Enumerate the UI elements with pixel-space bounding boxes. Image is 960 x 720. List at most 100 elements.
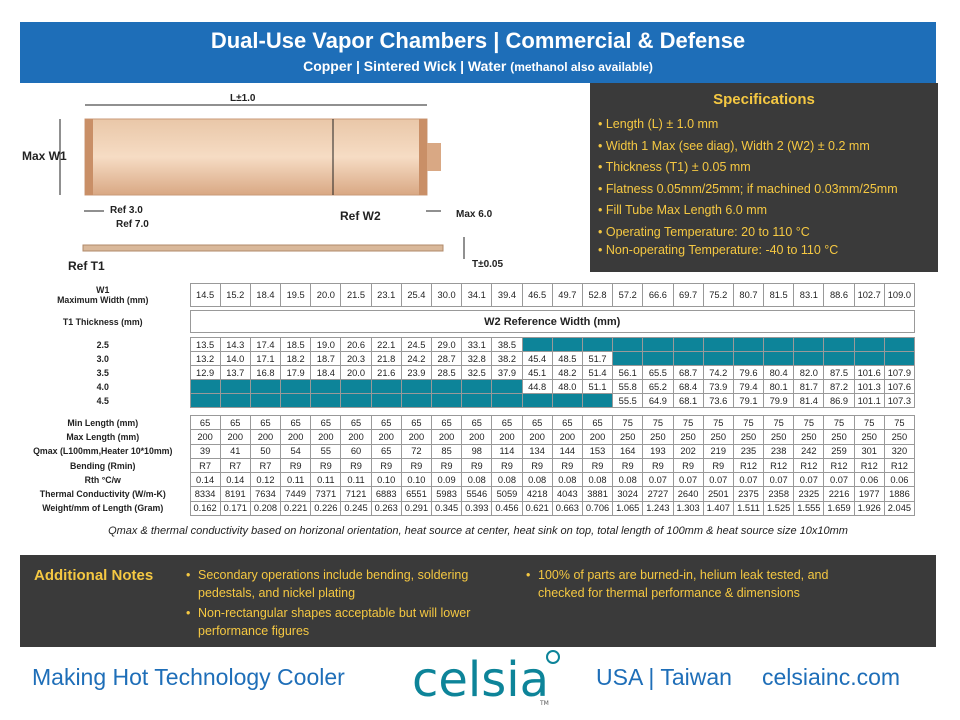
table-row: T1 Thickness (mm) W2 Reference Width (mm) xyxy=(20,310,915,333)
subtitle-main: Copper | Sintered Wick | Water xyxy=(303,58,507,74)
website[interactable]: celsiainc.com xyxy=(762,664,901,690)
table-cell: 28.7 xyxy=(430,351,463,366)
table-cell: 259 xyxy=(823,443,855,459)
row-label: 3.5 xyxy=(96,367,109,378)
table-cell: 193 xyxy=(642,443,674,459)
table-cell: 14.3 xyxy=(219,337,251,352)
table-cell: 14.0 xyxy=(219,351,251,366)
table-cell: 1.407 xyxy=(702,500,734,517)
table-cell: R9 xyxy=(612,457,644,474)
table-cell: 55.5 xyxy=(612,393,644,408)
specifications-panel: Specifications Length (L) ± 1.0 mm Width… xyxy=(590,83,938,272)
table-cell: 69.7 xyxy=(672,283,704,307)
table-cell: 65.2 xyxy=(642,379,674,394)
table-cell: 238 xyxy=(763,443,795,459)
table-cell: 6551 xyxy=(400,486,433,502)
table-cell: 2.045 xyxy=(883,500,916,517)
notes-column-2: • 100% of parts are burned-in, helium lea… xyxy=(526,567,856,605)
table-cell: 0.07 xyxy=(642,472,674,488)
table-cell: 22.1 xyxy=(370,337,402,352)
table-cell: 17.9 xyxy=(280,365,312,380)
table-cell: 5546 xyxy=(461,486,493,502)
table-cell: 65 xyxy=(521,414,553,431)
table-row: 2.5 13.5 14.3 17.4 18.5 19.0 20.6 22.1 24.5 29.0 3… xyxy=(20,337,916,352)
table-cell: 75 xyxy=(823,414,855,431)
table-cell: 0.621 xyxy=(521,500,553,517)
note-item: • 100% of parts are burned-in, helium lea… xyxy=(526,568,829,600)
table-cell xyxy=(551,337,583,352)
table-cell: 250 xyxy=(702,429,734,445)
table-cell xyxy=(763,351,795,366)
table-cell: 250 xyxy=(763,429,795,445)
table-cell xyxy=(189,393,221,408)
table-cell: 51.4 xyxy=(581,365,614,380)
additional-notes-panel: Additional Notes • Secondary operations i… xyxy=(20,555,936,647)
table-cell: 65 xyxy=(581,414,614,431)
table-cell: 1.243 xyxy=(642,500,674,517)
table-cell: 65 xyxy=(400,414,433,431)
row-label: Rth °C/w xyxy=(84,474,121,485)
table-cell: 51.1 xyxy=(581,379,614,394)
table-cell: 52.8 xyxy=(581,283,614,307)
table-cell: 8191 xyxy=(219,486,251,502)
table-row: Max Length (mm) 200 200 200 200 200 200 200 200 2… xyxy=(20,429,916,445)
performance-table: Min Length (mm) 65 65 65 65 65 65 65 65 65 65 65 65 6… xyxy=(20,414,916,517)
table-cell: 21.6 xyxy=(370,365,402,380)
w1-label: W1 xyxy=(96,285,110,295)
row-label: 3.0 xyxy=(96,353,109,364)
table-cell: 75 xyxy=(702,414,734,431)
table-cell: R7 xyxy=(219,457,251,474)
table-cell: 79.6 xyxy=(732,365,765,380)
table-cell: 0.456 xyxy=(491,500,523,517)
ref-t1-label: Ref T1 xyxy=(68,259,105,273)
table-cell: 0.10 xyxy=(400,472,433,488)
table-cell: 0.291 xyxy=(400,500,433,517)
table-cell: 56.1 xyxy=(612,365,644,380)
table-cell: 7371 xyxy=(310,486,342,502)
table-cell: 0.08 xyxy=(551,472,583,488)
table-cell: 1.303 xyxy=(672,500,704,517)
table-cell: 200 xyxy=(249,429,282,445)
table-cell: 29.0 xyxy=(430,337,463,352)
table-cell: 64.9 xyxy=(642,393,674,408)
table-cell: 75.2 xyxy=(702,283,734,307)
table-cell: 0.162 xyxy=(189,500,221,517)
table-cell xyxy=(732,351,765,366)
table-cell: 83.1 xyxy=(793,283,825,307)
table-cell: R7 xyxy=(249,457,282,474)
table-cell xyxy=(310,393,342,408)
table-cell: 32.8 xyxy=(461,351,493,366)
table-cell: 80.4 xyxy=(763,365,795,380)
table-cell xyxy=(400,393,433,408)
table-cell xyxy=(793,351,825,366)
table-cell: 101.1 xyxy=(853,393,885,408)
notes-column-1: • Secondary operations include bending, s… xyxy=(186,567,508,643)
spec-item: Width 1 Max (see diag), Width 2 (W2) ± 0… xyxy=(598,136,938,158)
table-cell: 7634 xyxy=(249,486,282,502)
table-cell: 3881 xyxy=(581,486,614,502)
row-label: T1 Thickness (mm) xyxy=(62,316,143,327)
table-cell: 0.11 xyxy=(280,472,312,488)
table-cell: 1.659 xyxy=(823,500,855,517)
table-cell: 250 xyxy=(793,429,825,445)
table-cell xyxy=(642,351,674,366)
table-cell: 1.525 xyxy=(763,500,795,517)
regions: USA | Taiwan xyxy=(596,664,732,690)
table-row: Qmax (L100mm,Heater 10*10mm) 39 41 50 54 55 60… xyxy=(20,443,916,459)
table-cell: 17.1 xyxy=(249,351,282,366)
row-label: Weight/mm of Length (Gram) xyxy=(42,503,164,514)
table-cell xyxy=(219,393,251,408)
table-cell: 75 xyxy=(883,414,916,431)
table-cell: 0.245 xyxy=(340,500,372,517)
table-cell: 73.6 xyxy=(702,393,734,408)
table-cell: R9 xyxy=(370,457,402,474)
page-subtitle: Copper | Sintered Wick | Water (methanol… xyxy=(20,57,936,76)
tagline: Making Hot Technology Cooler xyxy=(32,664,345,690)
footer: Making Hot Technology Cooler celsia TM U… xyxy=(20,650,936,710)
table-cell xyxy=(642,337,674,352)
table-cell: 0.171 xyxy=(219,500,251,517)
table-cell: 200 xyxy=(581,429,614,445)
table-cell: 0.226 xyxy=(310,500,342,517)
table-cell: 81.4 xyxy=(793,393,825,408)
table-cell xyxy=(732,337,765,352)
